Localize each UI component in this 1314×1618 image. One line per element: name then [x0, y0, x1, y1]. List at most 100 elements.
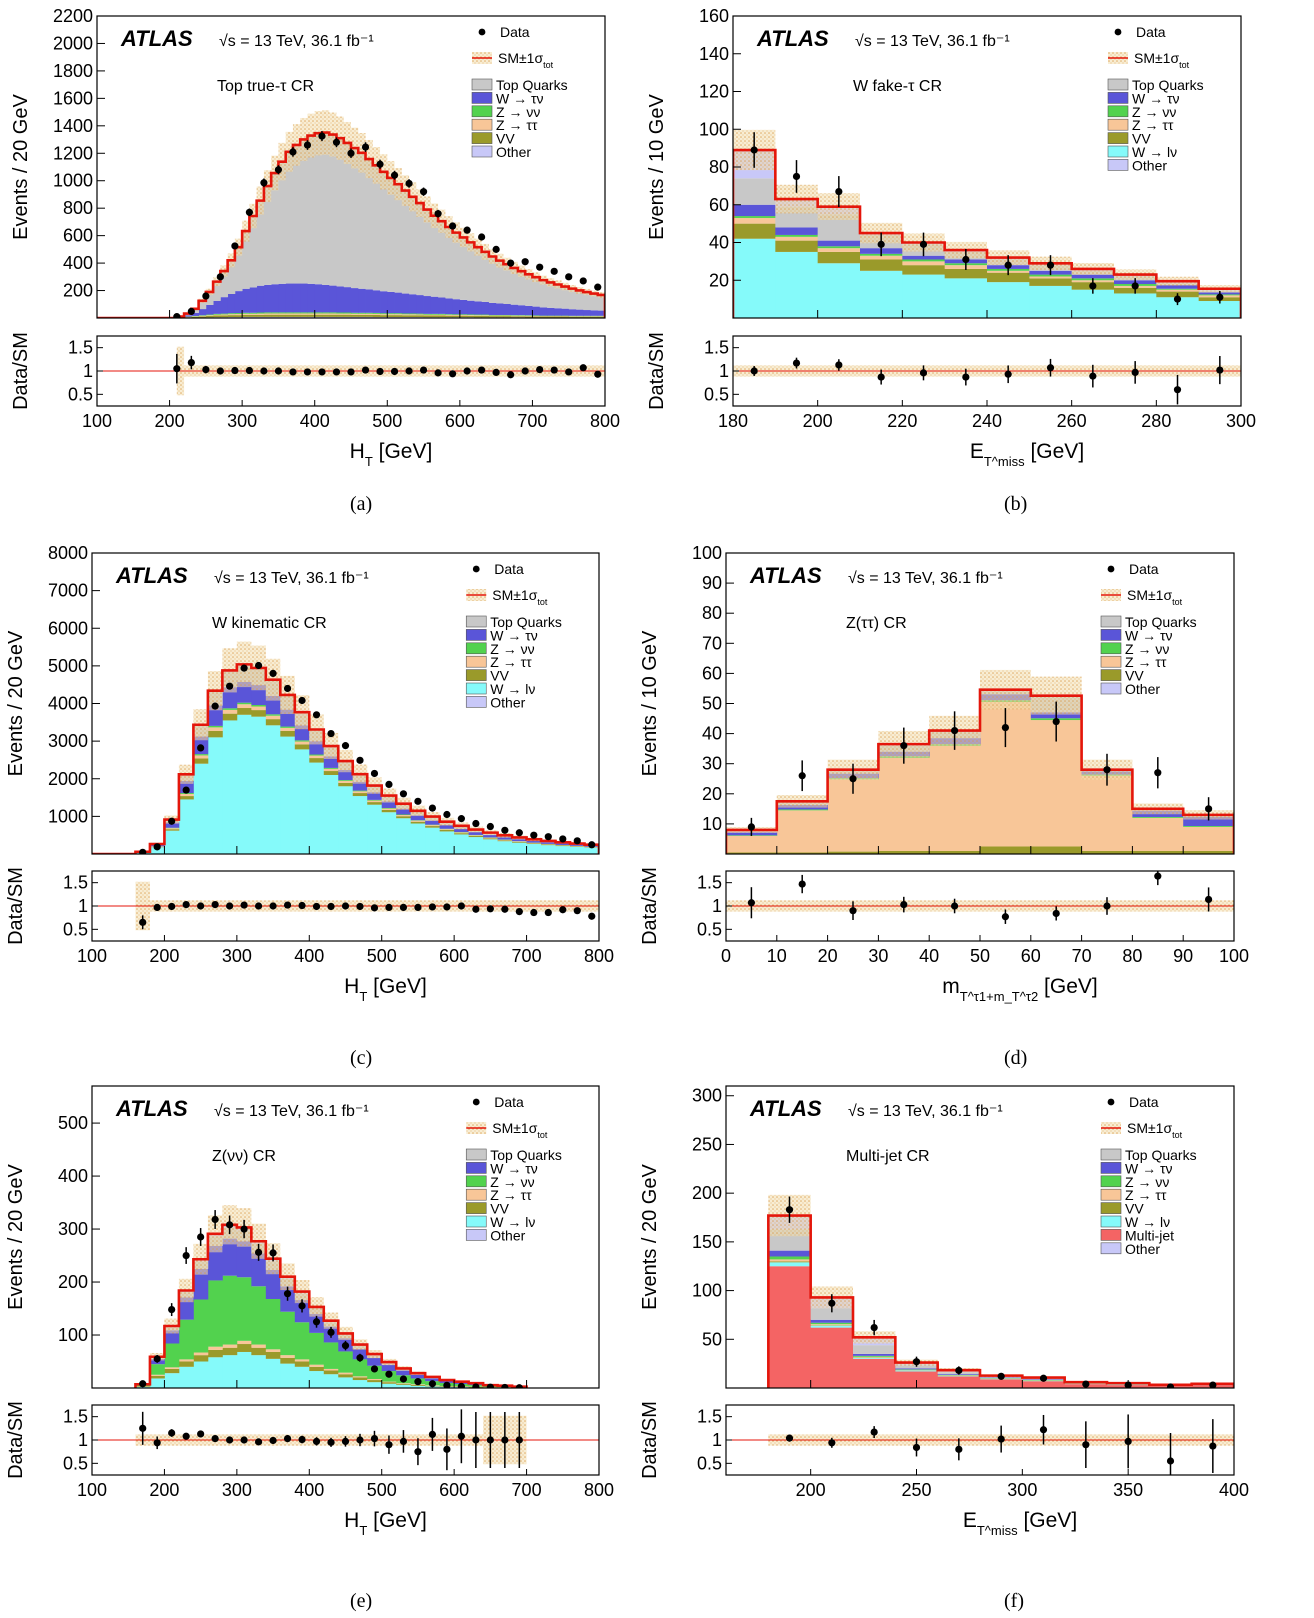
ratio-point	[400, 1438, 407, 1445]
fill-swatch	[1108, 79, 1128, 90]
caption-c: (c)	[350, 1047, 372, 1070]
bar-ztt	[193, 755, 208, 758]
bar-ztt	[278, 313, 286, 314]
ratio-point	[487, 1436, 494, 1443]
bar-ztt	[266, 716, 281, 719]
bar-znn	[300, 312, 308, 313]
bar-wlnu	[338, 1377, 353, 1388]
x-tick-label: 600	[439, 946, 469, 966]
y-tick-label: 40	[709, 233, 729, 253]
ratio-point	[241, 901, 248, 908]
ratio-point	[545, 909, 552, 916]
bar-ztt	[474, 315, 482, 316]
ratio-plot-area	[97, 347, 605, 396]
bar-wlnu	[150, 1378, 165, 1388]
bar-vv	[324, 1371, 339, 1375]
data-point	[371, 770, 378, 777]
bar-vv	[387, 315, 395, 317]
ratio-point	[327, 903, 334, 910]
bar-wtau	[329, 286, 337, 313]
bar-wtau	[271, 284, 279, 312]
fill-swatch	[466, 1229, 486, 1240]
legend-label: SM±1σtot	[492, 1120, 548, 1140]
legend-entry: Other	[466, 694, 525, 710]
bar-wlnu	[483, 839, 498, 854]
bar-znn	[222, 1276, 237, 1345]
legend-entry: SM±1σtot	[472, 50, 554, 70]
bar-vv	[590, 317, 598, 318]
bar-wlnu	[440, 831, 455, 854]
ratio-point	[226, 902, 233, 909]
bar-znn	[228, 313, 236, 314]
bar-wtau	[768, 1251, 811, 1257]
bar-wlnu	[1072, 290, 1115, 318]
bar-wlnu	[945, 278, 988, 318]
bar-wlnu	[222, 1355, 237, 1388]
bar-wtau	[496, 303, 504, 315]
bar-ztt	[366, 314, 374, 315]
bar-wtau	[416, 295, 424, 314]
bar-wtau	[402, 294, 410, 314]
bar-wlnu	[454, 834, 469, 854]
data-point	[536, 264, 543, 271]
ratio-point	[226, 1436, 233, 1443]
data-point	[955, 1367, 962, 1374]
bar-znn	[777, 809, 828, 810]
data-point	[1005, 262, 1012, 269]
bar-ztt	[213, 315, 221, 316]
ratio-point	[536, 366, 543, 373]
y-tick-label: 1800	[53, 61, 93, 81]
bar-wlnu	[193, 764, 208, 854]
bar-wtau	[445, 298, 453, 314]
bar-wtau	[315, 284, 323, 312]
x-tick-label: 260	[1057, 411, 1087, 431]
y-tick-label: 60	[702, 663, 722, 683]
bar-vv	[344, 315, 352, 317]
ratio-y-tick-label: 1	[712, 896, 722, 916]
bar-znn	[208, 726, 223, 728]
x-tick-label: 200	[149, 946, 179, 966]
bar-ztt	[396, 1383, 411, 1384]
legend-entry: SM±1σtot	[1101, 1120, 1183, 1140]
data-point	[226, 1221, 233, 1228]
bar-znn	[257, 313, 265, 314]
ratio-point	[342, 1438, 349, 1445]
ratio-point	[559, 906, 566, 913]
bar-top	[300, 139, 308, 283]
bar-vv	[295, 744, 310, 749]
bar-vv	[583, 317, 591, 318]
bar-znn	[775, 235, 818, 237]
bar-wtau	[482, 302, 490, 315]
bar-ztt	[358, 314, 366, 315]
y-tick-label: 2000	[53, 33, 93, 53]
bar-znn	[164, 1343, 179, 1367]
data-point	[188, 308, 195, 315]
data-point	[913, 1358, 920, 1365]
bar-znn	[424, 314, 432, 315]
bar-ztt	[387, 314, 395, 315]
bar-ztt	[193, 1353, 208, 1356]
x-tick-label: 10	[767, 946, 787, 966]
data-point	[551, 268, 558, 275]
bar-znn	[329, 312, 337, 313]
bar-znn	[387, 313, 395, 314]
ratio-plot-area	[92, 1409, 599, 1470]
ratio-point	[376, 368, 383, 375]
data-point	[786, 1206, 793, 1213]
bar-wlnu	[1199, 301, 1242, 318]
bar-ztt	[295, 742, 310, 745]
bar-vv	[278, 315, 286, 317]
ratio-point	[327, 1439, 334, 1446]
bar-vv	[1031, 846, 1082, 854]
bar-ztt	[338, 1373, 353, 1375]
y-tick-label: 400	[58, 1166, 88, 1186]
bar-wtau	[336, 286, 344, 312]
x-tick-label: 700	[512, 1480, 542, 1500]
bar-wtau	[438, 297, 446, 313]
ratio-point	[522, 367, 529, 374]
ratio-point	[269, 1437, 276, 1444]
fill-swatch	[1101, 1149, 1121, 1160]
y-tick-label: 300	[692, 1086, 722, 1106]
bar-ztt	[329, 313, 337, 314]
